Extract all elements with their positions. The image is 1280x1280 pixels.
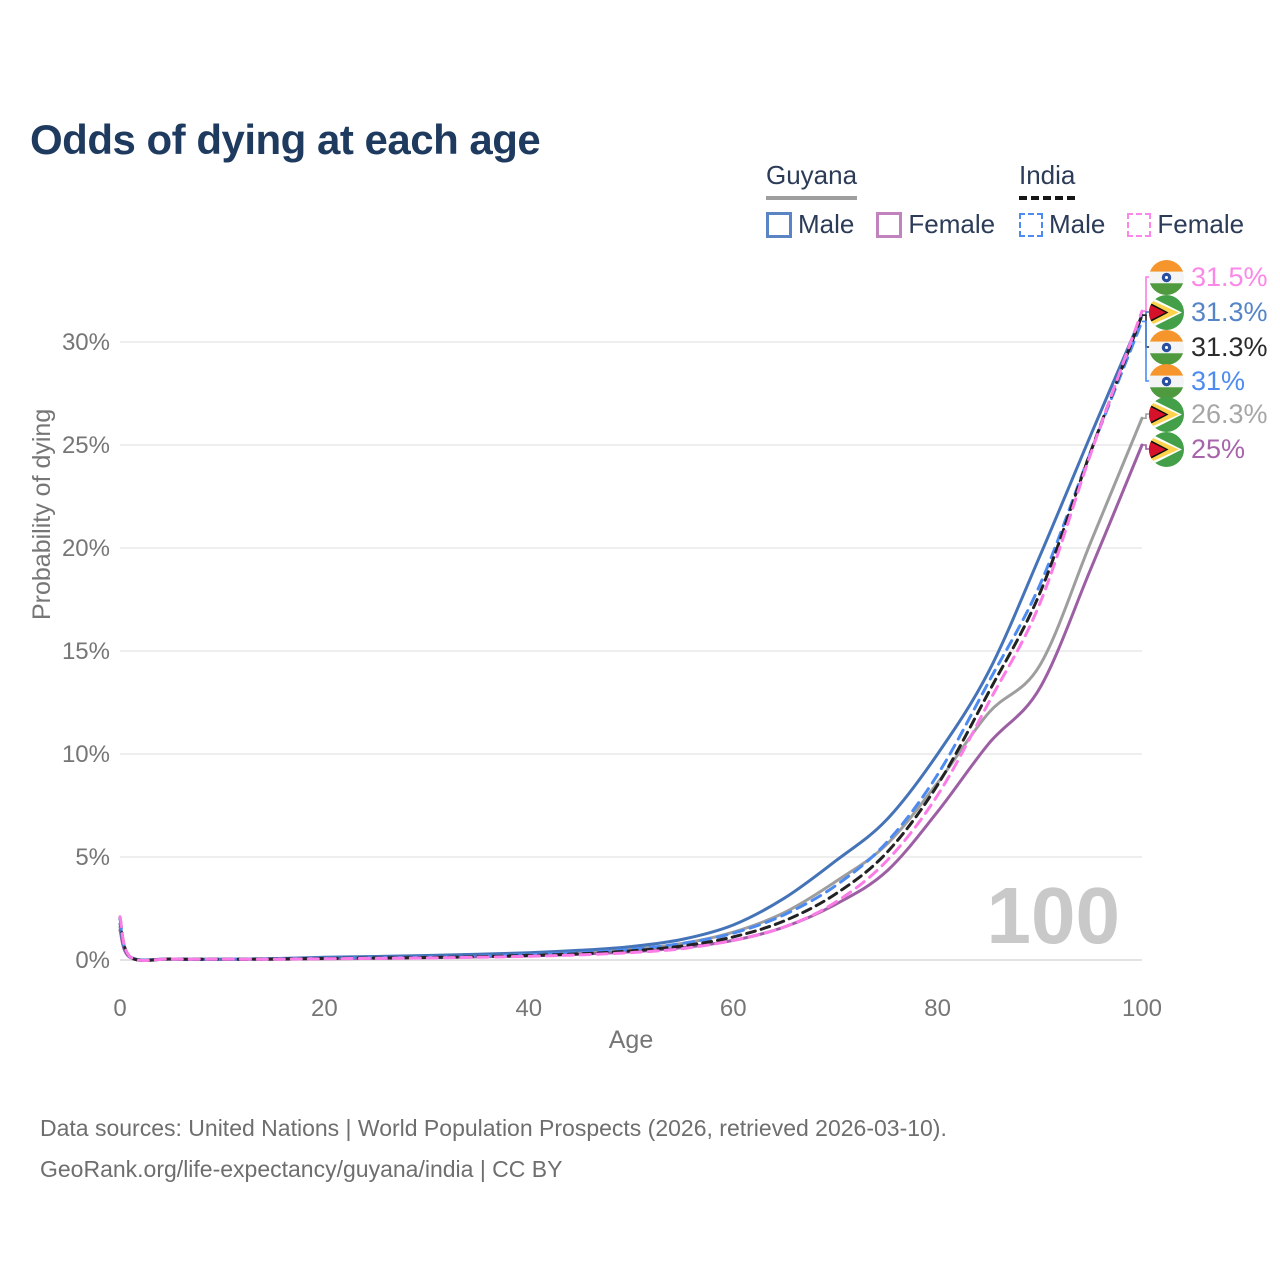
end-label-value-guyana-total: 26.3% <box>1191 398 1268 429</box>
chart-title: Odds of dying at each age <box>30 116 541 164</box>
x-tick-0: 0 <box>113 995 126 1022</box>
guyana-flag-icon <box>1149 294 1184 330</box>
end-label-value-india-male: 31% <box>1191 365 1246 396</box>
end-label-row-india-female: 31.5% <box>1149 259 1268 295</box>
guyana-female-swatch-icon <box>876 211 903 238</box>
legend-item-india-female[interactable]: Female <box>1127 209 1244 240</box>
x-axis-title: Age <box>608 1026 654 1054</box>
footer-attribution: Data sources: United Nations | World Pop… <box>40 1108 947 1190</box>
y-tick-30%: 30% <box>62 329 110 356</box>
india-flag-icon <box>1149 259 1184 295</box>
end-label-value-guyana-female: 25% <box>1191 433 1246 464</box>
guyana-flag-icon <box>1149 396 1184 432</box>
y-tick-10%: 10% <box>62 741 110 768</box>
legend-group-guyana: Guyana Male Female <box>766 160 1017 240</box>
hover-age-watermark: 100 <box>986 871 1120 960</box>
guyana-male-swatch-icon <box>766 211 792 238</box>
series-line-india-male[interactable] <box>118 319 1144 962</box>
y-tick-20%: 20% <box>62 535 110 562</box>
label-connector-india-female <box>1142 276 1150 312</box>
end-label-row-india-total: 31.3% <box>1149 329 1268 365</box>
end-label-value-india-female: 31.5% <box>1191 261 1268 292</box>
x-tick-40: 40 <box>515 995 542 1022</box>
legend-country-india[interactable]: India <box>1019 160 1076 200</box>
india-flag-icon <box>1149 363 1184 399</box>
legend-group-india: India Male Female <box>1019 160 1266 240</box>
y-tick-0%: 0% <box>75 947 110 974</box>
data-sources-line: Data sources: United Nations | World Pop… <box>40 1115 947 1141</box>
series-line-india-total[interactable] <box>118 313 1144 962</box>
india-flag-icon <box>1149 329 1184 365</box>
end-label-row-guyana-female: 25% <box>1149 431 1245 467</box>
series-line-india-female[interactable] <box>118 309 1144 963</box>
x-tick-20: 20 <box>311 995 338 1022</box>
y-axis-title: Probability of dying <box>28 408 56 620</box>
guyana-flag-icon <box>1149 431 1184 467</box>
y-tick-5%: 5% <box>75 844 110 871</box>
x-tick-80: 80 <box>924 995 951 1022</box>
end-label-row-guyana-total: 26.3% <box>1149 396 1268 432</box>
end-label-value-india-total: 31.3% <box>1191 331 1268 362</box>
x-tick-100: 100 <box>1122 995 1162 1022</box>
georank-url-line: GeoRank.org/life-expectancy/guyana/india… <box>40 1156 563 1182</box>
y-tick-25%: 25% <box>62 432 110 459</box>
india-female-swatch-icon <box>1127 212 1152 237</box>
legend-country-guyana[interactable]: Guyana <box>766 160 858 200</box>
end-label-row-india-male: 31% <box>1149 363 1245 399</box>
label-connector-guyana-female <box>1142 444 1150 450</box>
label-connector-guyana-total <box>1142 413 1150 419</box>
x-tick-60: 60 <box>720 995 747 1022</box>
label-connector-india-male <box>1142 320 1150 382</box>
end-label-value-guyana-male: 31.3% <box>1191 296 1268 327</box>
series-line-guyana-male[interactable] <box>118 313 1144 962</box>
legend-item-india-male[interactable]: Male <box>1019 209 1105 240</box>
end-label-row-guyana-male: 31.3% <box>1149 294 1268 330</box>
legend-item-guyana-female[interactable]: Female <box>876 209 995 240</box>
y-tick-15%: 15% <box>62 638 110 665</box>
legend-item-guyana-male[interactable]: Male <box>766 209 854 240</box>
india-male-swatch-icon <box>1019 212 1043 237</box>
